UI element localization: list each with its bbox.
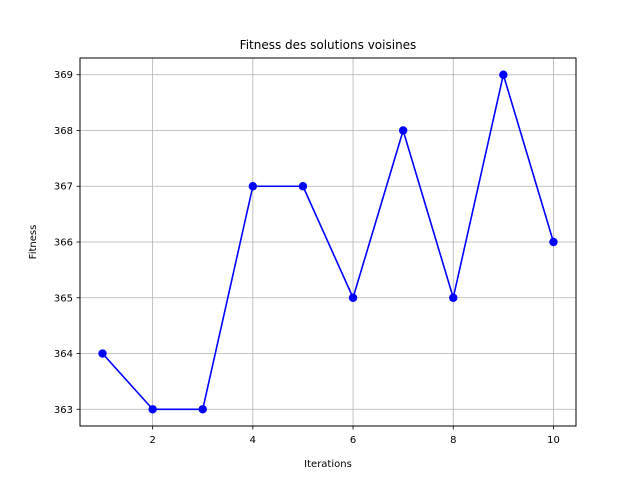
data-point xyxy=(148,405,157,414)
y-tick-label: 365 xyxy=(54,293,73,304)
data-point xyxy=(98,349,107,358)
x-axis-label: Iterations xyxy=(304,459,352,470)
x-tick-label: 10 xyxy=(547,435,560,446)
y-tick-label: 368 xyxy=(54,126,73,137)
data-point xyxy=(398,126,408,135)
data-point xyxy=(499,70,508,79)
series-line xyxy=(101,73,555,411)
y-tick-label: 366 xyxy=(54,238,73,249)
data-point xyxy=(449,293,458,302)
data-point xyxy=(549,237,558,247)
x-tick-label: 6 xyxy=(350,435,356,446)
data-point xyxy=(248,182,258,191)
y-tick-label: 364 xyxy=(54,349,73,360)
series-layer xyxy=(98,70,558,414)
data-point xyxy=(198,405,207,414)
data-point xyxy=(348,293,358,302)
y-axis-label: Fitness xyxy=(28,225,39,260)
data-point xyxy=(298,182,308,191)
y-tick-label: 369 xyxy=(54,70,73,81)
y-tick-label: 367 xyxy=(54,182,73,193)
x-tick-label: 8 xyxy=(450,435,456,446)
x-tick-label: 4 xyxy=(250,435,256,446)
ticks: 2 4 6 8 10 363 364 365 366 367 368 369 xyxy=(54,70,560,446)
chart-title: Fitness des solutions voisines xyxy=(240,38,417,52)
y-tick-label: 363 xyxy=(54,405,73,416)
x-tick-label: 2 xyxy=(149,435,155,446)
